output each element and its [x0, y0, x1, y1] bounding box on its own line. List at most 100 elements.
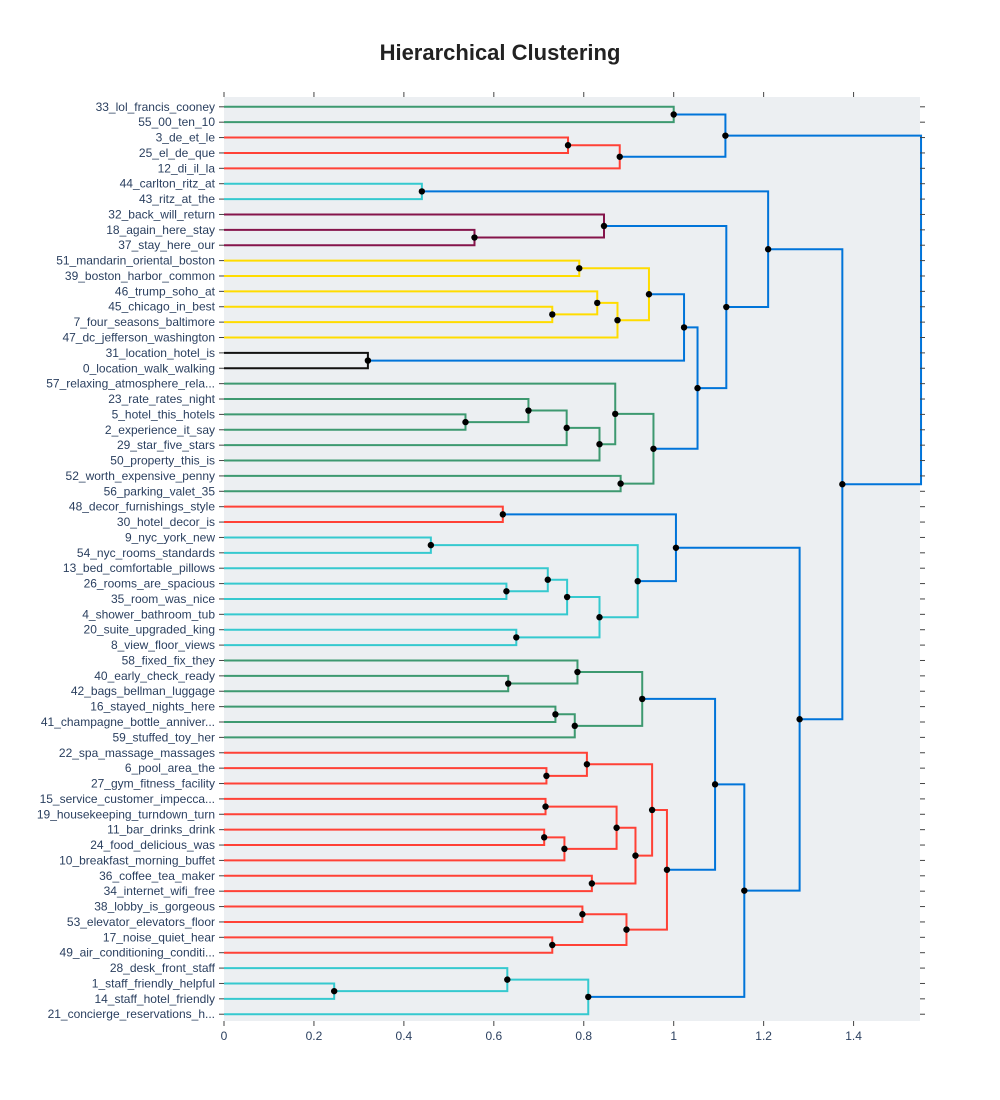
- merge-node[interactable]: [722, 132, 729, 139]
- merge-node[interactable]: [613, 824, 620, 831]
- leaf-label: 55_00_ten_10: [138, 115, 215, 129]
- merge-node[interactable]: [499, 511, 507, 518]
- leaf-label: 49_air_conditioning_conditi...: [60, 946, 215, 960]
- leaf-label: 34_internet_wifi_free: [104, 884, 216, 898]
- leaf-label: 23_rate_rates_night: [108, 392, 215, 406]
- merge-node[interactable]: [612, 410, 619, 418]
- merge-node[interactable]: [462, 418, 469, 426]
- merge-node[interactable]: [596, 440, 603, 448]
- leaf-label: 0_location_walk_walking: [83, 361, 215, 375]
- x-tick-label: 1.2: [755, 1029, 772, 1043]
- merge-node[interactable]: [574, 668, 581, 676]
- merge-node[interactable]: [694, 384, 701, 392]
- merge-node[interactable]: [839, 481, 846, 488]
- merge-node[interactable]: [711, 781, 719, 788]
- merge-node[interactable]: [427, 541, 435, 549]
- x-tick-label: 0.2: [306, 1029, 323, 1043]
- leaf-label: 56_parking_valet_35: [104, 484, 216, 498]
- merge-node[interactable]: [564, 142, 572, 149]
- merge-node[interactable]: [544, 576, 551, 583]
- merge-node[interactable]: [632, 852, 639, 859]
- merge-node[interactable]: [330, 987, 338, 995]
- leaf-label: 5_hotel_this_hotels: [112, 407, 215, 421]
- merge-node[interactable]: [648, 806, 656, 814]
- leaf-label: 36_coffee_tea_maker: [99, 869, 215, 883]
- x-tick-label: 0.4: [396, 1029, 413, 1043]
- merge-node[interactable]: [796, 716, 803, 723]
- merge-node[interactable]: [670, 111, 677, 118]
- merge-node[interactable]: [588, 880, 596, 887]
- merge-node[interactable]: [525, 407, 532, 414]
- merge-node[interactable]: [741, 887, 748, 894]
- merge-node[interactable]: [680, 324, 688, 331]
- leaf-label: 4_shower_bathroom_tub: [82, 607, 215, 621]
- merge-node[interactable]: [723, 303, 730, 311]
- leaf-label: 29_star_five_stars: [117, 438, 215, 452]
- merge-node[interactable]: [471, 234, 478, 241]
- leaf-label: 35_room_was_nice: [111, 592, 215, 606]
- leaf-label: 53_elevator_elevators_floor: [67, 915, 215, 929]
- merge-node[interactable]: [503, 588, 510, 595]
- leaf-label: 27_gym_fitness_facility: [91, 777, 215, 791]
- merge-node[interactable]: [576, 265, 583, 272]
- leaf-label: 11_bar_drinks_drink: [107, 823, 216, 837]
- merge-node[interactable]: [585, 993, 592, 1001]
- merge-node[interactable]: [764, 246, 772, 253]
- merge-nodes: [330, 111, 846, 1001]
- plot-background: [224, 97, 920, 1021]
- merge-node[interactable]: [563, 424, 570, 432]
- merge-node[interactable]: [563, 593, 571, 601]
- leaf-label: 47_dc_jefferson_washington: [62, 331, 215, 345]
- merge-node[interactable]: [663, 866, 671, 873]
- merge-node[interactable]: [504, 976, 511, 983]
- merge-node[interactable]: [418, 188, 426, 195]
- leaf-label: 12_di_il_la: [158, 161, 216, 175]
- merge-node[interactable]: [616, 153, 623, 160]
- leaf-label: 2_experience_it_say: [105, 423, 215, 437]
- leaf-label: 21_concierge_reservations_h...: [48, 1007, 215, 1021]
- leaf-label: 52_worth_expensive_penny: [66, 469, 215, 483]
- merge-node[interactable]: [583, 761, 591, 768]
- x-tick-label: 0.8: [575, 1029, 592, 1043]
- leaf-label: 9_nyc_york_new: [125, 530, 215, 544]
- x-tick-label: 0.6: [485, 1029, 502, 1043]
- dendrogram-link: [725, 134, 923, 486]
- merge-node[interactable]: [543, 772, 550, 780]
- merge-node[interactable]: [542, 803, 549, 810]
- merge-node[interactable]: [549, 941, 556, 949]
- merge-node[interactable]: [579, 911, 586, 918]
- merge-node[interactable]: [645, 291, 653, 298]
- merge-node[interactable]: [623, 926, 630, 933]
- merge-node[interactable]: [571, 722, 578, 730]
- leaf-label: 7_four_seasons_baltimore: [74, 315, 216, 329]
- merge-node[interactable]: [672, 544, 680, 551]
- x-tick-label: 0: [221, 1029, 228, 1043]
- leaf-label: 50_property_this_is: [110, 454, 215, 468]
- merge-node[interactable]: [549, 311, 556, 318]
- x-tick-label: 1.4: [845, 1029, 862, 1043]
- merge-node[interactable]: [552, 711, 559, 718]
- merge-node[interactable]: [614, 316, 621, 324]
- merge-node[interactable]: [600, 222, 608, 230]
- merge-node[interactable]: [596, 614, 603, 621]
- merge-node[interactable]: [540, 834, 548, 841]
- merge-node[interactable]: [513, 634, 520, 641]
- merge-node[interactable]: [505, 680, 512, 687]
- merge-node[interactable]: [364, 357, 372, 364]
- leaf-label: 31_location_hotel_is: [106, 346, 215, 360]
- leaf-label: 16_stayed_nights_here: [90, 700, 215, 714]
- leaf-label: 28_desk_front_staff: [110, 961, 216, 975]
- merge-node[interactable]: [561, 845, 568, 853]
- leaf-label: 1_staff_friendly_helpful: [92, 976, 215, 990]
- merge-node[interactable]: [639, 695, 646, 703]
- leaf-label: 40_early_check_ready: [94, 669, 215, 683]
- merge-node[interactable]: [594, 299, 601, 307]
- x-tick-label: 1: [670, 1029, 677, 1043]
- merge-node[interactable]: [650, 445, 657, 452]
- leaf-label: 26_rooms_are_spacious: [84, 577, 215, 591]
- leaf-label: 17_noise_quiet_hear: [103, 930, 215, 944]
- leaf-label: 14_staff_hotel_friendly: [94, 992, 215, 1006]
- merge-node[interactable]: [634, 577, 641, 585]
- merge-node[interactable]: [617, 480, 624, 487]
